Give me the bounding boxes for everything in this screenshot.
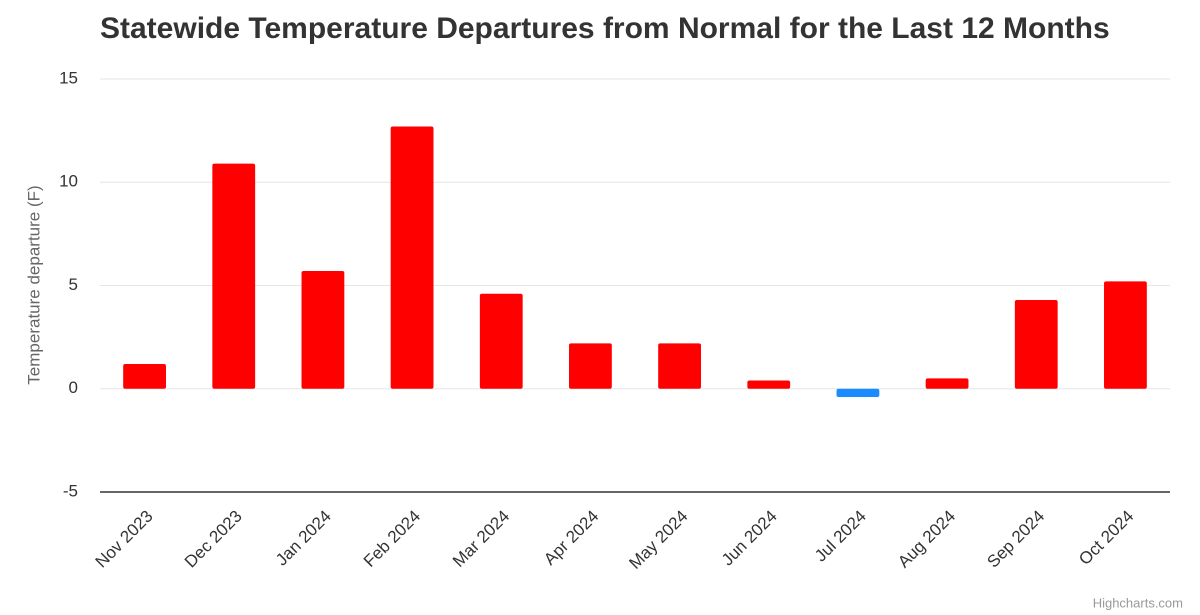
bar (925, 378, 969, 389)
x-tick-label: Feb 2024 (360, 507, 424, 571)
x-tick-label: Aug 2024 (894, 507, 959, 572)
x-tick-label: Dec 2023 (181, 507, 246, 572)
y-tick-label: 10 (59, 172, 78, 191)
bar (1014, 299, 1058, 389)
x-tick-label: Nov 2023 (92, 507, 157, 572)
y-tick-label: -5 (63, 481, 78, 500)
x-tick-label: Jan 2024 (272, 507, 335, 570)
x-tick-label: Sep 2024 (983, 507, 1048, 572)
bar (747, 380, 791, 389)
bar (212, 163, 256, 389)
x-tick-label: Apr 2024 (540, 507, 602, 569)
chart-title: Statewide Temperature Departures from No… (100, 12, 1110, 45)
bar (569, 343, 612, 389)
bar (1104, 281, 1147, 389)
y-axis-label: Temperature departure (F) (24, 185, 43, 384)
x-tick-label: Jun 2024 (718, 507, 781, 570)
x-tick-label: Mar 2024 (449, 507, 513, 571)
bar (479, 293, 523, 389)
y-tick-label: 5 (69, 275, 78, 294)
bar (301, 271, 345, 389)
x-tick-label: Oct 2024 (1075, 507, 1137, 569)
x-tick-label: Jul 2024 (811, 507, 870, 566)
y-tick-label: 0 (69, 378, 78, 397)
bar (836, 388, 880, 398)
bar (123, 363, 166, 389)
credits: Highcharts.com (1093, 595, 1183, 610)
bar (658, 343, 701, 389)
x-tick-label: May 2024 (625, 507, 691, 573)
y-tick-label: 15 (59, 68, 78, 87)
bar (390, 126, 434, 389)
